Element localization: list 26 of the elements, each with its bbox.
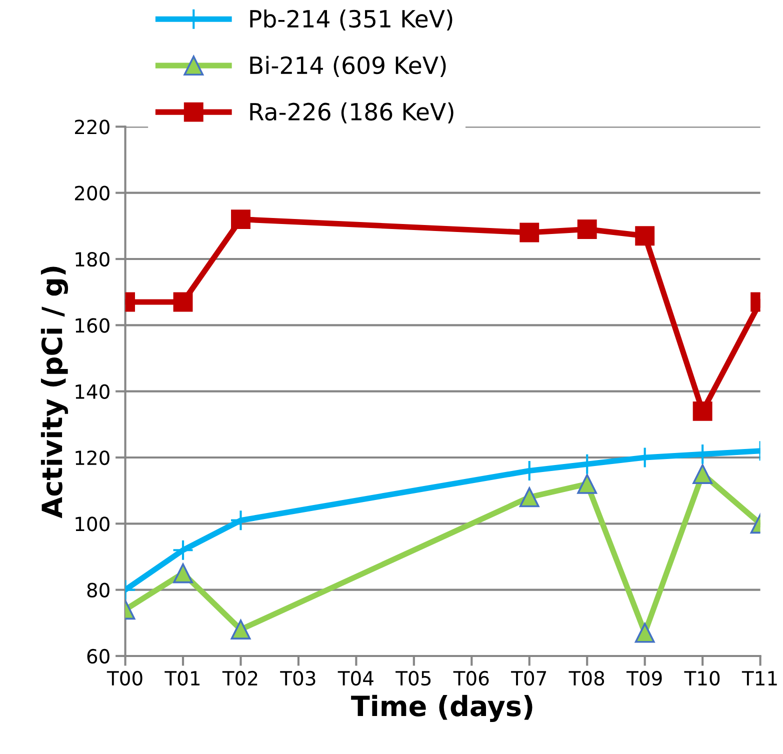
y-tick-label: 220: [75, 120, 110, 134]
y-axis-title: Activity (pCi / g): [40, 266, 68, 518]
y-tick-label: 200: [75, 186, 110, 200]
y-tick-label: 100: [76, 516, 110, 532]
y-tick-label: 60: [87, 648, 110, 664]
x-tick-label: T09: [626, 670, 662, 686]
y-tick-label: 80: [87, 582, 110, 598]
x-tick-label: T00: [106, 670, 142, 686]
x-tick-label: T01: [164, 670, 200, 686]
y-tick-label: 160: [76, 318, 110, 333]
y-tick-label: 140: [76, 384, 110, 399]
x-tick-label: T07: [511, 670, 546, 686]
x-tick-label: T03: [280, 670, 316, 686]
y-tick-label: 180: [76, 252, 110, 267]
y-tick-label: 120: [76, 450, 110, 466]
x-tick-label: T05: [396, 670, 431, 686]
x-tick-label: T04: [338, 670, 374, 686]
x-tick-label: T08: [568, 670, 604, 686]
legend-label: Ra-226 (186 KeV): [250, 102, 454, 124]
x-tick-label: T02: [222, 670, 258, 686]
x-tick-label: T11: [742, 671, 777, 686]
x-axis-title: Time (days): [351, 694, 532, 722]
legend-label: Bi-214 (609 KeV): [250, 56, 446, 77]
x-tick-label: T06: [453, 670, 489, 686]
x-tick-label: T10: [684, 670, 720, 686]
legend-label: Pb-214 (351 KeV): [250, 9, 452, 30]
